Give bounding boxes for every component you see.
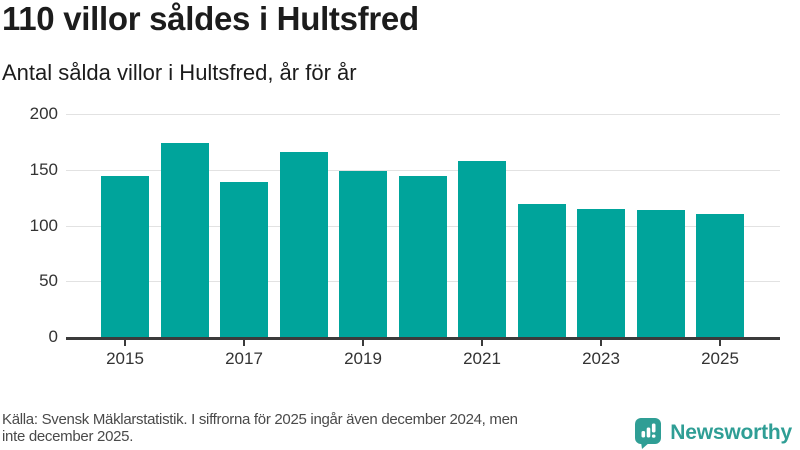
x-tick-label-2019: 2019 xyxy=(344,349,382,368)
x-tick-2017 xyxy=(243,340,245,346)
source-note-line1: Källa: Svensk Mäklarstatistik. I siffror… xyxy=(2,411,518,428)
chart-title: 110 villor såldes i Hultsfred xyxy=(2,0,419,37)
bar-chart-plot-area xyxy=(66,114,780,340)
y-tick-label-150: 150 xyxy=(29,159,58,179)
x-tick-label-2023: 2023 xyxy=(582,349,620,368)
bar-2022 xyxy=(517,204,566,337)
gridline-200 xyxy=(66,114,780,115)
x-tick-label-2021: 2021 xyxy=(463,349,501,368)
newsworthy-wordmark: Newsworthy xyxy=(670,421,792,444)
y-tick-label-100: 100 xyxy=(29,215,58,235)
x-tick-2023 xyxy=(600,340,602,346)
bar-2023 xyxy=(577,208,625,337)
bar-2025 xyxy=(696,214,744,337)
chart-subtitle: Antal sålda villor i Hultsfred, år för å… xyxy=(2,60,357,85)
x-axis: 2015 2017 2019 2021 2023 2025 xyxy=(66,340,780,380)
source-note: Källa: Svensk Mäklarstatistik. I siffror… xyxy=(2,411,634,445)
x-tick-2015 xyxy=(124,340,126,346)
x-tick-label-2015: 2015 xyxy=(106,349,144,368)
x-tick-2025 xyxy=(719,340,721,346)
source-note-line2: inte december 2025. xyxy=(2,427,134,445)
gridline-150 xyxy=(66,169,780,171)
bar-2021 xyxy=(458,160,506,337)
newsworthy-logo: Newsworthy xyxy=(634,417,792,449)
bar-2020 xyxy=(398,176,447,337)
x-tick-label-2025: 2025 xyxy=(701,349,739,368)
y-tick-label-50: 50 xyxy=(39,271,58,291)
y-axis: 0 50 100 150 200 xyxy=(0,105,58,346)
bar-2017 xyxy=(220,182,268,337)
y-tick-label-0: 0 xyxy=(48,327,58,346)
y-tick-label-200: 200 xyxy=(29,104,58,123)
bar-2018 xyxy=(279,151,328,337)
newsworthy-bar-chart-bubble-icon xyxy=(634,417,663,449)
bar-2019 xyxy=(339,170,387,337)
x-tick-2021 xyxy=(481,340,483,346)
bar-2015 xyxy=(101,176,149,337)
bar-2024 xyxy=(636,209,685,337)
bar-2016 xyxy=(160,143,209,337)
x-tick-label-2017: 2017 xyxy=(225,349,263,368)
x-tick-2019 xyxy=(362,340,364,346)
